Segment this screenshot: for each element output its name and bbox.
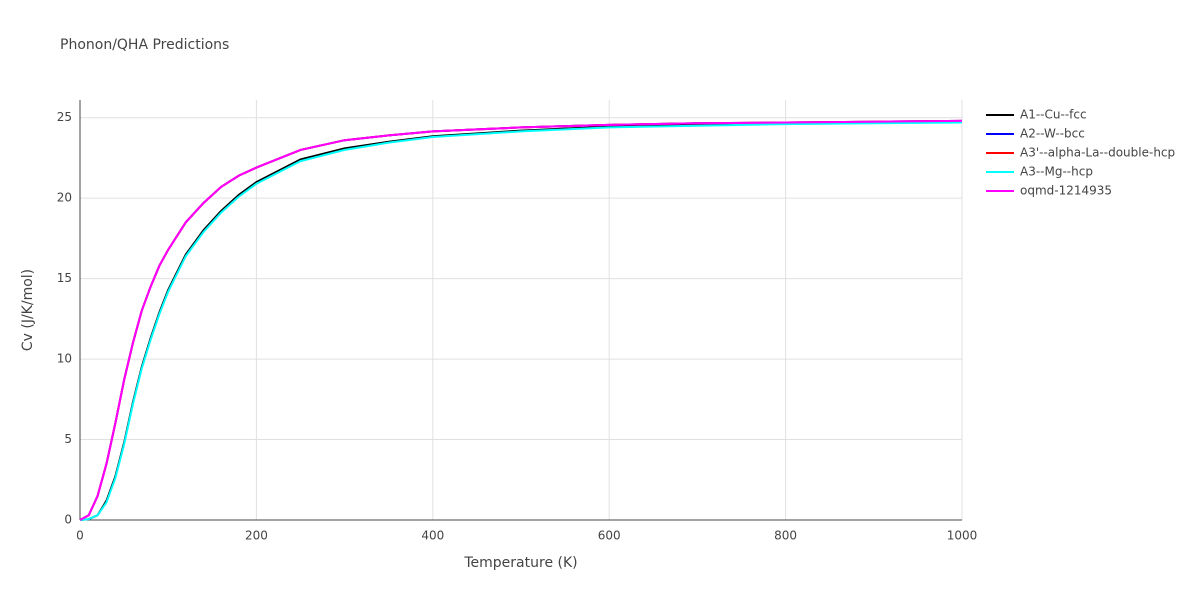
y-tick-label: 10 (57, 352, 72, 366)
x-tick-label: 200 (245, 529, 268, 543)
x-axis-label: Temperature (K) (463, 555, 577, 571)
chart-title: Phonon/QHA Predictions (60, 37, 229, 53)
legend-label: A3'--alpha-La--double-hcp (1020, 146, 1175, 160)
legend-label: oqmd-1214935 (1020, 184, 1112, 198)
x-tick-label: 0 (76, 529, 84, 543)
series-line (79, 121, 963, 521)
x-tick-label: 800 (774, 529, 797, 543)
y-tick-label: 20 (57, 191, 72, 205)
y-axis-label: Cv (J/K/mol) (20, 269, 36, 351)
y-tick-label: 25 (57, 110, 72, 124)
series-line (79, 119, 963, 521)
y-tick-label: 5 (64, 432, 72, 446)
series-line (79, 120, 963, 521)
x-tick-label: 400 (421, 529, 444, 543)
series-line (79, 119, 963, 521)
legend-label: A2--W--bcc (1020, 127, 1085, 141)
series-line (79, 119, 963, 521)
y-tick-label: 0 (64, 513, 72, 527)
legend-label: A3--Mg--hcp (1020, 165, 1093, 179)
x-tick-label: 600 (598, 529, 621, 543)
legend-label: A1--Cu--fcc (1020, 108, 1087, 122)
x-tick-label: 1000 (947, 529, 978, 543)
y-tick-label: 15 (57, 271, 72, 285)
